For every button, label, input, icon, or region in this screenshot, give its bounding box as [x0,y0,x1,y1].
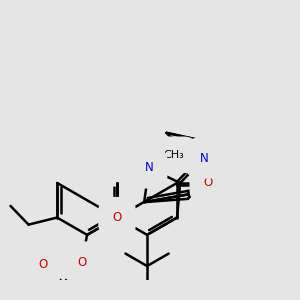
Text: O: O [38,258,47,272]
Text: O: O [77,256,86,268]
Text: CH₃: CH₃ [163,150,184,160]
Text: O: O [112,211,122,224]
Text: N: N [145,161,153,174]
Text: N: N [200,152,208,165]
Text: O: O [204,176,213,189]
